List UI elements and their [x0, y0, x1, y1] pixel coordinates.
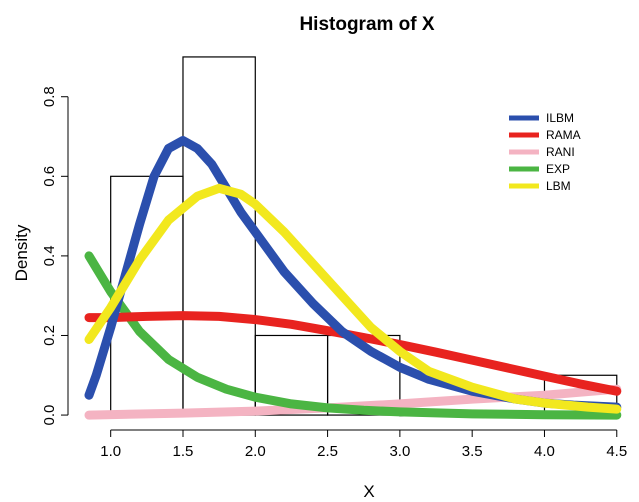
- x-tick-label: 4.5: [606, 443, 627, 460]
- histogram-bars: [110, 56, 618, 417]
- density-curves: [84, 136, 622, 420]
- x-axis: 1.0 1.5 2.0 2.5 3.0 3.5 4.0 4.5: [100, 429, 627, 460]
- legend-label-lbm: LBM: [546, 179, 571, 193]
- x-tick-label: 1.0: [100, 443, 121, 460]
- histogram-bar: [182, 56, 256, 416]
- x-tick-label: 3.5: [462, 443, 483, 460]
- legend: ILBM RAMA RANI EXP LBM: [509, 111, 581, 193]
- legend-label-rani: RANI: [546, 145, 575, 159]
- y-tick-label: 0.6: [41, 166, 58, 187]
- y-axis: 0.0 0.2 0.4 0.6 0.8: [41, 86, 69, 426]
- y-axis-label: Density: [12, 224, 31, 281]
- curve-lbm: [84, 183, 622, 414]
- curve-ilbm: [84, 136, 622, 412]
- legend-label-exp: EXP: [546, 162, 570, 176]
- y-tick-label: 0.2: [41, 325, 58, 346]
- x-axis-label: X: [363, 482, 374, 501]
- legend-label-ilbm: ILBM: [546, 111, 574, 125]
- x-tick-label: 3.0: [389, 443, 410, 460]
- legend-label-rama: RAMA: [546, 128, 581, 142]
- y-tick-label: 0.8: [41, 86, 58, 107]
- x-tick-label: 1.5: [173, 443, 194, 460]
- x-tick-label: 2.5: [317, 443, 338, 460]
- y-tick-label: 0.4: [41, 245, 58, 266]
- curve-exp: [84, 251, 622, 420]
- y-tick-label: 0.0: [41, 405, 58, 426]
- chart-title: Histogram of X: [299, 14, 434, 35]
- x-tick-label: 4.0: [534, 443, 555, 460]
- x-tick-label: 2.0: [245, 443, 266, 460]
